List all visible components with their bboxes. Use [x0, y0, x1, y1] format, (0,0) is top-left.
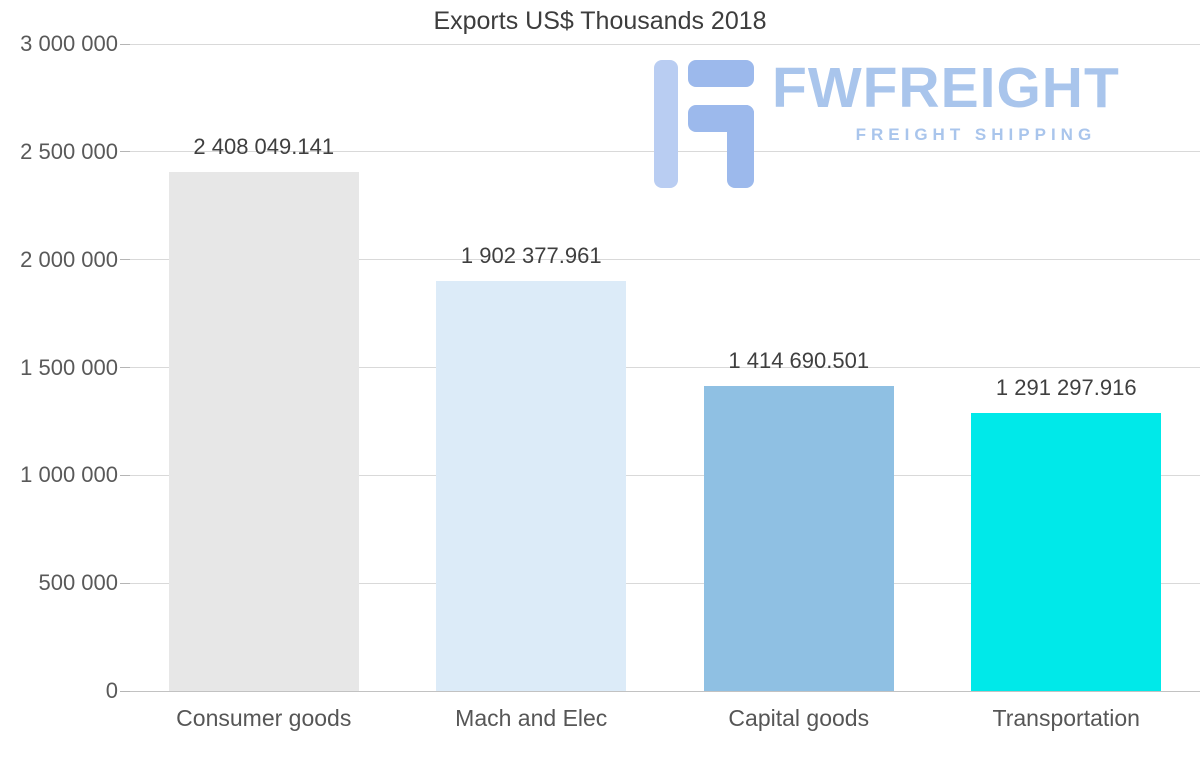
- gridline: [130, 474, 1200, 476]
- brand-logo: FWFREIGHT FREIGHT SHIPPING: [648, 60, 1120, 188]
- y-axis-tick: [120, 474, 130, 476]
- x-axis-label: Capital goods: [728, 705, 870, 731]
- y-axis-tick: [120, 151, 130, 153]
- gridline: [130, 367, 1200, 368]
- y-axis-label: 0: [105, 678, 118, 703]
- bar-value-label: 1 414 690.501: [728, 347, 870, 373]
- bar-capital-goods: [703, 385, 894, 691]
- y-axis-tick: [120, 259, 130, 261]
- y-axis-label: 1 500 000: [20, 354, 118, 380]
- bar-value-label: 1 291 297.916: [995, 374, 1137, 400]
- y-axis-tick: [120, 367, 130, 368]
- brand-name: FWFREIGHT: [772, 56, 1120, 120]
- y-axis-tick: [120, 582, 130, 584]
- freight-logo-icon: [654, 60, 754, 188]
- bar-value-label: 2 408 049.141: [193, 133, 335, 159]
- brand-tagline: FREIGHT SHIPPING: [855, 125, 1097, 144]
- gridline: [130, 43, 1200, 45]
- x-axis-label: Transportation: [992, 705, 1140, 731]
- x-axis-line: [130, 690, 1200, 692]
- x-axis-label: Mach and Elec: [455, 705, 608, 731]
- y-axis-label: 2 000 000: [20, 246, 118, 272]
- y-axis-label: 1 000 000: [20, 462, 118, 488]
- y-axis-label: 500 000: [38, 570, 118, 596]
- bar-mach-and-elec: [436, 280, 627, 691]
- y-axis-label: 3 000 000: [20, 31, 118, 56]
- bar-transportation: [971, 412, 1162, 691]
- x-axis-label: Consumer goods: [176, 705, 352, 731]
- y-axis-label: 2 500 000: [20, 138, 118, 164]
- gridline: [130, 259, 1200, 261]
- y-axis-tick: [120, 43, 130, 45]
- bar-value-label: 1 902 377.961: [460, 242, 602, 268]
- chart-title: Exports US$ Thousands 2018: [433, 7, 767, 35]
- bar-consumer-goods: [168, 171, 359, 691]
- gridline: [130, 582, 1200, 584]
- brand-text: FWFREIGHT FREIGHT SHIPPING: [772, 60, 1120, 145]
- y-axis-tick: [120, 690, 130, 692]
